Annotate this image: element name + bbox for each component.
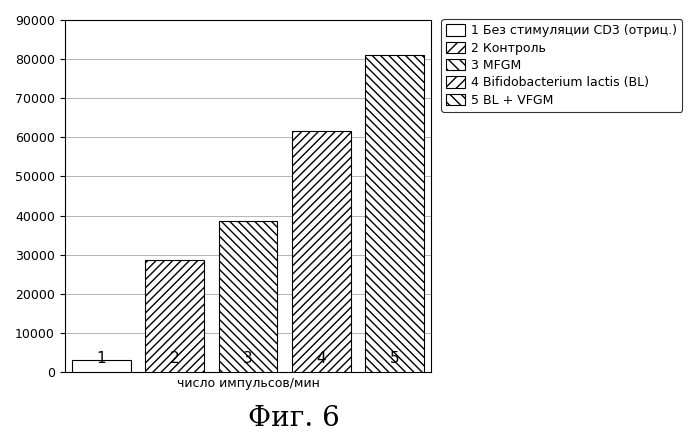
Text: 4: 4	[317, 351, 326, 366]
Text: Фиг. 6: Фиг. 6	[247, 405, 340, 432]
Bar	[145, 260, 204, 372]
Bar	[366, 55, 424, 372]
Text: 2: 2	[170, 351, 180, 366]
Text: 1: 1	[96, 351, 106, 366]
Text: 5: 5	[390, 351, 400, 366]
Legend: 1 Без стимуляции CD3 (отриц.), 2 Контроль, 3 MFGM, 4 Bifidobacterium lactis (BL): 1 Без стимуляции CD3 (отриц.), 2 Контрол…	[441, 19, 682, 112]
X-axis label: число импульсов/мин: число импульсов/мин	[177, 378, 319, 391]
Bar	[72, 360, 131, 372]
Bar	[219, 221, 278, 372]
Text: 3: 3	[243, 351, 253, 366]
Bar	[292, 131, 351, 372]
